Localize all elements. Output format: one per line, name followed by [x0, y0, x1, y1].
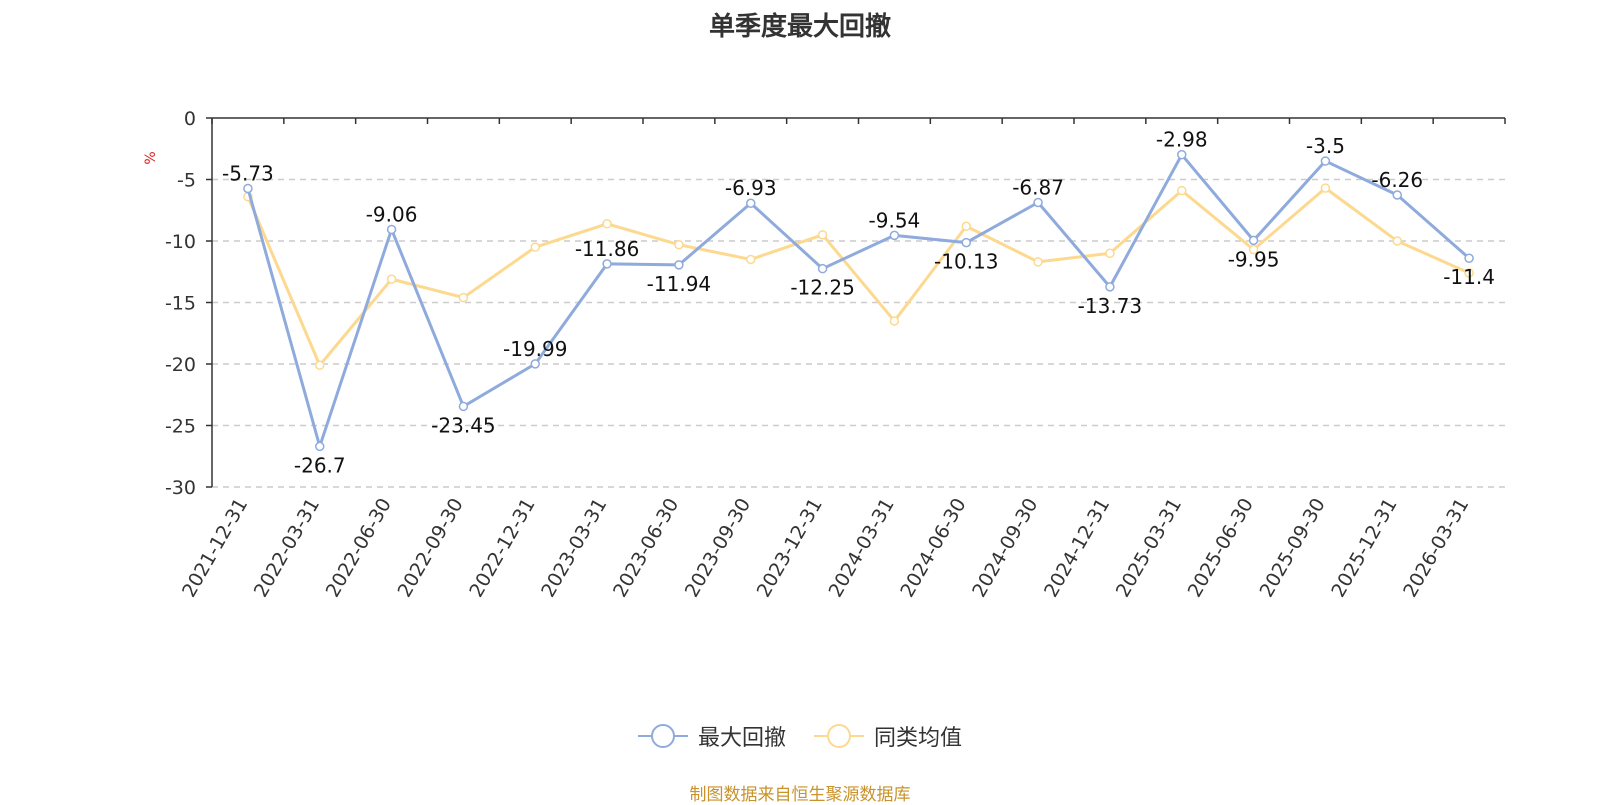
x-tick-label: 2022-03-31 — [250, 495, 324, 602]
x-tick-label: 2022-12-31 — [465, 495, 539, 602]
legend-label-series-1: 最大回撤 — [697, 726, 786, 751]
data-point-series-1 — [1464, 253, 1474, 263]
x-tick-label: 2023-09-30 — [681, 495, 755, 602]
data-label: -2.98 — [1156, 128, 1208, 152]
x-tick-label: 2025-12-31 — [1327, 495, 1401, 602]
data-label: -6.26 — [1371, 168, 1423, 192]
y-tick-label: 0 — [184, 108, 196, 130]
data-point-series-2 — [1392, 236, 1402, 246]
x-tick-label: 2026-03-31 — [1399, 495, 1473, 602]
x-tick-label: 2025-03-31 — [1112, 495, 1186, 602]
data-point-series-1 — [1392, 190, 1402, 200]
data-point-series-2 — [889, 316, 900, 326]
y-axis-unit: % — [143, 151, 159, 164]
y-tick-label: -25 — [165, 416, 196, 438]
data-point-series-2 — [386, 274, 397, 284]
data-point-series-1 — [746, 198, 756, 208]
x-tick-label: 2024-06-30 — [896, 495, 970, 602]
data-label: -9.95 — [1228, 247, 1280, 271]
data-point-series-2 — [458, 292, 469, 303]
series-line-2 — [246, 186, 1470, 367]
data-point-series-1 — [674, 260, 684, 270]
data-label: -13.73 — [1078, 294, 1142, 318]
data-point-series-1 — [1177, 149, 1187, 160]
legend: 最大回撤 同类均值 — [0, 720, 1600, 752]
data-point-series-2 — [1105, 248, 1115, 259]
x-tick-label: 2022-09-30 — [393, 494, 467, 601]
data-point-series-1 — [386, 224, 397, 235]
y-tick-label: -5 — [177, 170, 196, 192]
data-point-series-1 — [458, 401, 469, 412]
y-tick-label: -10 — [165, 231, 196, 253]
x-tick-label: 2025-06-30 — [1184, 495, 1258, 602]
data-point-series-1 — [961, 237, 971, 248]
data-label: -5.73 — [222, 161, 274, 185]
y-tick-label: -20 — [165, 354, 196, 376]
legend-item-series-1[interactable]: 最大回撤 — [637, 720, 786, 752]
data-label: -6.93 — [725, 176, 777, 200]
data-label: -10.13 — [934, 250, 998, 274]
data-point-series-1 — [1248, 235, 1259, 246]
data-point-series-2 — [1033, 257, 1043, 267]
data-label: -3.5 — [1306, 134, 1345, 158]
legend-symbol-series-1-icon — [637, 724, 688, 748]
data-point-series-1 — [315, 441, 325, 452]
data-point-series-2 — [817, 230, 828, 240]
x-tick-label: 2023-03-31 — [537, 495, 611, 602]
data-point-series-2 — [746, 254, 756, 265]
data-point-series-2 — [1248, 244, 1259, 255]
data-point-series-2 — [674, 239, 684, 250]
data-label: -26.7 — [294, 453, 346, 477]
data-point-series-2 — [1177, 185, 1187, 196]
legend-symbol-series-2-icon — [814, 724, 864, 748]
y-tick-label: -15 — [165, 293, 196, 315]
data-point-series-2 — [1464, 268, 1474, 278]
x-tick-label: 2024-09-30 — [968, 495, 1042, 602]
data-point-series-1 — [1320, 156, 1331, 166]
x-tick-label: 2024-12-31 — [1040, 495, 1114, 602]
data-label: -9.54 — [869, 208, 921, 232]
data-point-series-1 — [817, 263, 828, 274]
data-point-series-1 — [1105, 282, 1115, 292]
data-label: -11.86 — [575, 237, 639, 261]
legend-item-series-2[interactable]: 同类均值 — [814, 720, 962, 752]
x-tick-label: 2023-06-30 — [609, 495, 683, 602]
data-label: -11.94 — [647, 272, 711, 296]
x-tick-label: 2021-12-31 — [178, 495, 252, 602]
series-line-1 — [246, 153, 1471, 448]
data-point-series-2 — [602, 219, 612, 229]
x-tick-label: 2025-09-30 — [1255, 495, 1329, 602]
data-label: -12.25 — [790, 276, 854, 300]
legend-label-series-2: 同类均值 — [874, 726, 963, 751]
x-tick-label: 2023-12-31 — [753, 495, 827, 602]
data-label: -19.99 — [503, 337, 567, 361]
x-tick-label: 2022-06-30 — [322, 495, 396, 602]
data-label: -23.45 — [431, 413, 495, 437]
data-point-series-2 — [315, 360, 325, 370]
y-tick-label: -30 — [165, 477, 196, 499]
data-point-series-1 — [530, 359, 540, 369]
data-point-series-1 — [889, 230, 900, 241]
line-chart: 0-5-10-15-20-25-302021-12-312022-03-3120… — [143, 108, 1506, 602]
data-point-series-1 — [1033, 197, 1043, 208]
data-label: -11.4 — [1443, 265, 1495, 289]
data-point-series-2 — [1320, 183, 1331, 193]
source-footnote: 制图数据来自恒生聚源数据库 — [689, 785, 911, 805]
data-label: -9.06 — [366, 202, 418, 226]
data-point-series-2 — [530, 242, 540, 252]
data-point-series-1 — [243, 183, 253, 194]
x-tick-label: 2024-03-31 — [824, 495, 898, 602]
data-label: -6.87 — [1012, 176, 1064, 200]
chart-title: 单季度最大回撤 — [708, 12, 891, 42]
data-point-series-2 — [961, 221, 971, 231]
data-point-series-1 — [602, 259, 612, 269]
